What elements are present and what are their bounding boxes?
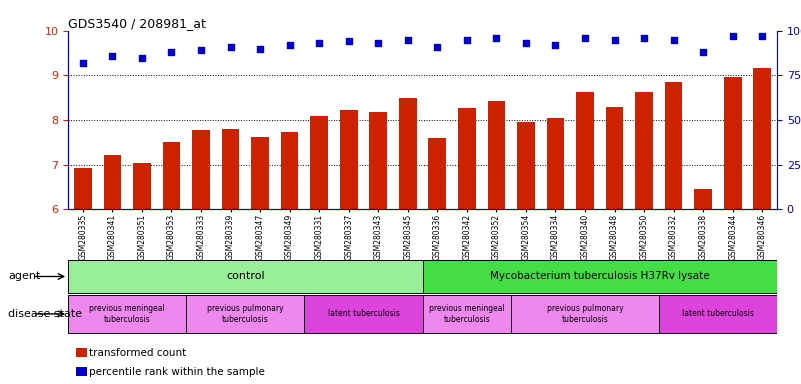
Point bbox=[254, 46, 267, 52]
Point bbox=[76, 60, 89, 66]
Point bbox=[312, 40, 325, 46]
Bar bbox=[635, 92, 653, 209]
Bar bbox=[304, 295, 423, 333]
Bar bbox=[606, 107, 623, 209]
Text: latent tuberculosis: latent tuberculosis bbox=[682, 310, 754, 318]
Point bbox=[549, 42, 562, 48]
Bar bbox=[429, 138, 446, 209]
Bar bbox=[423, 260, 777, 293]
Point bbox=[195, 47, 207, 53]
Bar bbox=[576, 92, 594, 209]
Bar bbox=[192, 130, 210, 209]
Text: Mycobacterium tuberculosis H37Rv lysate: Mycobacterium tuberculosis H37Rv lysate bbox=[490, 271, 710, 281]
Point bbox=[342, 38, 355, 45]
Bar bbox=[517, 122, 535, 209]
Bar bbox=[68, 295, 186, 333]
Text: previous pulmonary
tuberculosis: previous pulmonary tuberculosis bbox=[207, 304, 284, 324]
Text: transformed count: transformed count bbox=[89, 348, 186, 358]
Point bbox=[106, 53, 119, 59]
Bar bbox=[133, 163, 151, 209]
Bar bbox=[511, 295, 658, 333]
Text: GDS3540 / 208981_at: GDS3540 / 208981_at bbox=[68, 17, 206, 30]
Point bbox=[461, 36, 473, 43]
Point bbox=[165, 49, 178, 55]
Bar bbox=[399, 98, 417, 209]
Point bbox=[372, 40, 384, 46]
Bar bbox=[68, 260, 423, 293]
Point bbox=[224, 44, 237, 50]
Bar bbox=[340, 110, 357, 209]
Bar bbox=[369, 111, 387, 209]
Bar bbox=[252, 137, 269, 209]
Text: latent tuberculosis: latent tuberculosis bbox=[328, 310, 400, 318]
Bar bbox=[458, 108, 476, 209]
Point bbox=[756, 33, 769, 39]
Text: previous meningeal
tuberculosis: previous meningeal tuberculosis bbox=[89, 304, 165, 324]
Bar bbox=[423, 295, 511, 333]
Bar bbox=[310, 116, 328, 209]
Bar bbox=[280, 132, 299, 209]
Point bbox=[667, 36, 680, 43]
Point bbox=[490, 35, 503, 41]
Point bbox=[401, 36, 414, 43]
Point bbox=[135, 55, 148, 61]
Text: agent: agent bbox=[8, 271, 40, 281]
Text: disease state: disease state bbox=[8, 309, 83, 319]
Bar bbox=[74, 168, 92, 209]
Bar bbox=[753, 68, 771, 209]
Bar bbox=[488, 101, 505, 209]
Bar bbox=[694, 189, 712, 209]
Point bbox=[578, 35, 591, 41]
Text: percentile rank within the sample: percentile rank within the sample bbox=[89, 367, 265, 377]
Text: previous pulmonary
tuberculosis: previous pulmonary tuberculosis bbox=[546, 304, 623, 324]
Bar bbox=[546, 118, 564, 209]
Text: previous meningeal
tuberculosis: previous meningeal tuberculosis bbox=[429, 304, 505, 324]
Text: control: control bbox=[226, 271, 264, 281]
Point bbox=[284, 42, 296, 48]
Point bbox=[697, 49, 710, 55]
Bar bbox=[186, 295, 304, 333]
Bar bbox=[724, 77, 742, 209]
Point bbox=[520, 40, 533, 46]
Bar bbox=[658, 295, 777, 333]
Bar bbox=[103, 155, 121, 209]
Point bbox=[727, 33, 739, 39]
Bar bbox=[665, 82, 682, 209]
Point bbox=[638, 35, 650, 41]
Point bbox=[608, 36, 621, 43]
Point bbox=[431, 44, 444, 50]
Bar bbox=[163, 142, 180, 209]
Bar bbox=[222, 129, 239, 209]
